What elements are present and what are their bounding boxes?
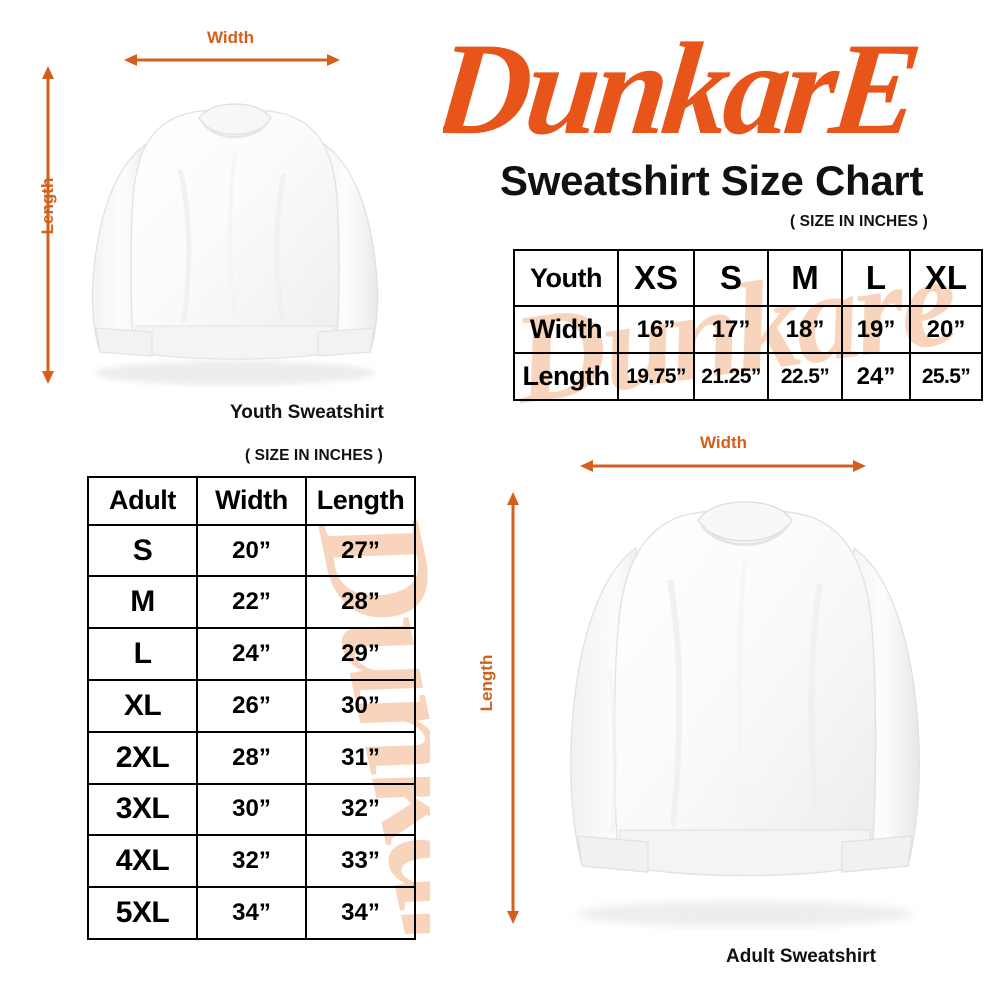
adult-length-label: Length bbox=[477, 654, 496, 712]
youth-size-s: S bbox=[693, 248, 769, 308]
table-row-adult: S 20” 27” bbox=[87, 523, 416, 578]
adult-length-l: 29” bbox=[305, 627, 416, 682]
table-row-adult-header: Adult Width Length bbox=[87, 476, 416, 526]
adult-length-xl: 30” bbox=[305, 679, 416, 733]
youth-size-table: Youth XS S M L XL Width 16” 17” 18” 19” … bbox=[513, 248, 983, 401]
adult-length-m: 28” bbox=[305, 575, 416, 630]
table-row-adult: 5XL 34” 34” bbox=[87, 886, 416, 940]
table-row-adult: L 24” 29” bbox=[87, 627, 416, 682]
youth-length-l: 24” bbox=[841, 352, 911, 401]
youth-sweatshirt-caption: Youth Sweatshirt bbox=[230, 402, 384, 423]
adult-width-label: Width bbox=[700, 433, 748, 452]
adult-width-xl: 26” bbox=[196, 679, 307, 733]
adult-width-arrow-icon bbox=[580, 456, 866, 476]
adult-width-s: 20” bbox=[196, 523, 307, 578]
table-row-youth-length: Length 19.75” 21.25” 22.5” 24” 25.5” bbox=[513, 352, 983, 401]
table-row-youth-header: Youth XS S M L XL bbox=[513, 248, 983, 308]
youth-width-m: 18” bbox=[767, 305, 843, 355]
youth-row-header-2: Length bbox=[513, 352, 619, 401]
youth-length-m: 22.5” bbox=[767, 352, 843, 401]
adult-size-l: L bbox=[87, 627, 198, 682]
table-row-adult: 3XL 30” 32” bbox=[87, 782, 416, 837]
adult-length-arrow-icon bbox=[503, 492, 523, 924]
youth-width-arrow-icon bbox=[124, 50, 340, 70]
youth-size-xl: XL bbox=[909, 248, 983, 308]
youth-width-xl: 20” bbox=[909, 305, 983, 355]
youth-size-m: M bbox=[767, 248, 843, 308]
adult-size-2xl: 2XL bbox=[87, 730, 198, 785]
adult-col-header-1: Width bbox=[196, 476, 307, 526]
youth-length-xl: 25.5” bbox=[909, 352, 983, 401]
adult-length-s: 27” bbox=[305, 523, 416, 578]
table-row-adult: 2XL 28” 31” bbox=[87, 730, 416, 785]
brand-logo: DunkarE bbox=[443, 28, 983, 153]
youth-units-note: ( SIZE IN INCHES ) bbox=[245, 447, 383, 464]
youth-width-label: Width bbox=[207, 28, 255, 47]
youth-length-xs: 19.75” bbox=[617, 352, 695, 401]
adult-length-4xl: 33” bbox=[305, 834, 416, 889]
youth-size-xs: XS bbox=[617, 248, 695, 308]
adult-size-table: Adult Width Length S 20” 27” M 22” 28” L 24” 29”… bbox=[87, 476, 416, 940]
adult-size-4xl: 4XL bbox=[87, 834, 198, 889]
adult-col-header-2: Length bbox=[305, 476, 416, 526]
table-row-adult: XL 26” 30” bbox=[87, 679, 416, 733]
youth-size-l: L bbox=[841, 248, 911, 308]
adult-length-2xl: 31” bbox=[305, 730, 416, 785]
table-row-youth-width: Width 16” 17” 18” 19” 20” bbox=[513, 305, 983, 355]
youth-sweatshirt-image bbox=[60, 78, 410, 388]
adult-length-5xl: 34” bbox=[305, 886, 416, 940]
adult-sweatshirt-image bbox=[530, 490, 960, 930]
adult-col-header-0: Adult bbox=[87, 476, 198, 526]
adult-width-2xl: 28” bbox=[196, 730, 307, 785]
youth-length-s: 21.25” bbox=[693, 352, 769, 401]
adult-width-3xl: 30” bbox=[196, 782, 307, 837]
header-units-note: ( SIZE IN INCHES ) bbox=[790, 213, 928, 230]
adult-sweatshirt-caption: Adult Sweatshirt bbox=[726, 946, 876, 967]
youth-width-l: 19” bbox=[841, 305, 911, 355]
svg-text:DunkarE: DunkarE bbox=[443, 28, 923, 153]
youth-length-arrow-icon bbox=[38, 66, 58, 384]
adult-size-s: S bbox=[87, 523, 198, 578]
adult-width-4xl: 32” bbox=[196, 834, 307, 889]
page-title: Sweatshirt Size Chart bbox=[500, 157, 924, 204]
youth-width-xs: 16” bbox=[617, 305, 695, 355]
adult-width-l: 24” bbox=[196, 627, 307, 682]
adult-size-3xl: 3XL bbox=[87, 782, 198, 837]
adult-size-m: M bbox=[87, 575, 198, 630]
youth-row-header-0: Youth bbox=[513, 248, 619, 308]
adult-size-xl: XL bbox=[87, 679, 198, 733]
table-row-adult: M 22” 28” bbox=[87, 575, 416, 630]
adult-size-5xl: 5XL bbox=[87, 886, 198, 940]
table-row-adult: 4XL 32” 33” bbox=[87, 834, 416, 889]
adult-length-3xl: 32” bbox=[305, 782, 416, 837]
youth-row-header-1: Width bbox=[513, 305, 619, 355]
youth-width-s: 17” bbox=[693, 305, 769, 355]
adult-width-m: 22” bbox=[196, 575, 307, 630]
adult-width-5xl: 34” bbox=[196, 886, 307, 940]
